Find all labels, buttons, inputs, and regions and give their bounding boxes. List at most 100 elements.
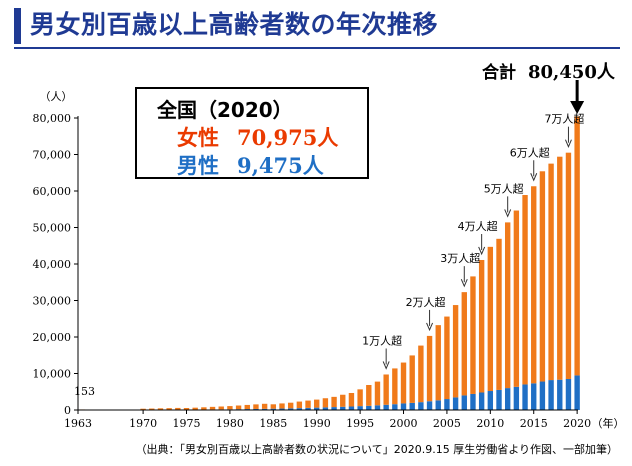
bar-male xyxy=(331,407,337,410)
bar-male xyxy=(253,408,259,410)
total-callout: 合計 80,450人 xyxy=(482,58,615,84)
bar-male xyxy=(305,407,311,410)
bar-male xyxy=(366,405,372,410)
bar-female xyxy=(201,407,207,410)
bar-male xyxy=(478,392,485,410)
bar-male xyxy=(322,407,329,410)
bar-female xyxy=(522,195,528,385)
bar-female xyxy=(400,362,407,404)
bar-female xyxy=(574,116,580,376)
bar-male xyxy=(400,403,407,410)
x-tick-label: 2015 xyxy=(520,417,548,430)
bar-male xyxy=(392,404,398,410)
title-accent-bar xyxy=(14,8,21,44)
bar-male xyxy=(470,393,476,410)
y-tick-label: 20,000 xyxy=(33,331,72,344)
bar-male xyxy=(548,380,554,410)
bar-female xyxy=(314,399,320,408)
annotation-label: 5万人超 xyxy=(484,181,524,195)
annotation-label: 1万人超 xyxy=(362,333,402,347)
bar-female xyxy=(270,404,277,409)
x-tick-label: 1995 xyxy=(346,417,374,430)
bar-female xyxy=(478,259,485,393)
bar-male xyxy=(565,378,572,410)
x-tick-label: 2010 xyxy=(476,417,504,430)
bar-female xyxy=(218,406,224,410)
x-tick-label: 1980 xyxy=(216,417,244,430)
bar-male xyxy=(348,406,355,410)
annotation-arrowhead xyxy=(564,139,572,148)
annotation-arrowhead xyxy=(530,173,538,182)
y-tick-label: 30,000 xyxy=(33,295,72,308)
bar-male xyxy=(314,407,320,410)
annotation-arrowhead xyxy=(504,209,512,218)
bar-male xyxy=(487,391,494,410)
y-tick-label: 70,000 xyxy=(33,149,72,162)
bar-female xyxy=(426,335,433,402)
bar-female xyxy=(331,396,337,408)
summary-heading: 全国（2020） xyxy=(157,98,293,122)
bar-male xyxy=(504,388,511,410)
bar-male xyxy=(261,408,268,410)
bar-male xyxy=(287,408,294,410)
bar-female xyxy=(340,394,346,407)
bar-female xyxy=(461,292,467,396)
bar-female xyxy=(305,400,311,408)
bar-female xyxy=(557,156,563,380)
annotation-label: 6万人超 xyxy=(510,145,550,159)
bar-female xyxy=(470,276,476,394)
bar-female xyxy=(149,408,155,410)
bar-male xyxy=(513,386,520,410)
x-tick-label: 1975 xyxy=(173,417,201,430)
female-summary: 女性 70,975人 xyxy=(177,122,338,152)
y-tick-label: 50,000 xyxy=(33,222,72,235)
bar-female xyxy=(418,345,424,403)
bar-male xyxy=(435,400,441,410)
total-value: 80,450人 xyxy=(528,62,615,83)
annotation-arrowhead xyxy=(382,361,390,370)
x-axis-unit: （年） xyxy=(592,416,625,430)
y-tick-label: 40,000 xyxy=(33,258,72,271)
bar-female xyxy=(548,163,554,381)
male-value: 9,475人 xyxy=(237,153,324,178)
annotation-label: 7万人超 xyxy=(544,112,584,126)
bar-female xyxy=(357,389,363,407)
bar-female xyxy=(565,152,572,379)
bar-female xyxy=(175,407,181,410)
x-tick-label: 1963 xyxy=(64,417,92,430)
bar-male xyxy=(374,405,381,410)
bar-male xyxy=(296,408,303,410)
bar-female xyxy=(383,374,389,405)
annotation-label: 4万人超 xyxy=(458,219,498,233)
bar-female xyxy=(192,407,198,410)
bar-female xyxy=(487,246,494,392)
bar-male xyxy=(496,389,502,410)
female-label: 女性 xyxy=(177,126,219,150)
bar-female xyxy=(504,222,511,389)
bar-female xyxy=(392,368,398,405)
bar-male xyxy=(383,404,389,410)
bar-male xyxy=(418,402,424,410)
bar-male xyxy=(357,406,363,410)
bar-female xyxy=(374,381,381,406)
bar-female xyxy=(322,398,329,408)
source-note: （出典：「男女別百歳以上高齢者数の状況について」2020.9.15 厚生労働省よ… xyxy=(135,443,618,456)
bar-female xyxy=(166,408,172,410)
bar-female xyxy=(227,406,233,410)
bar-male xyxy=(461,395,467,410)
y-axis-unit: （人） xyxy=(40,90,73,103)
annotation-arrowhead xyxy=(426,322,434,332)
y-tick-label: 60,000 xyxy=(33,185,72,198)
summary-box: 全国（2020） 女性 70,975人 男性 9,475人 xyxy=(135,87,369,179)
bar-female xyxy=(409,355,415,403)
bar-male xyxy=(531,383,537,410)
bar-female xyxy=(261,403,268,409)
bar-female xyxy=(452,305,459,398)
bar-female xyxy=(531,186,537,384)
bar-male xyxy=(340,406,346,410)
bar-male xyxy=(270,408,277,410)
annotation-arrowhead xyxy=(478,246,486,256)
bar-male xyxy=(426,401,433,410)
total-arrowhead xyxy=(570,101,585,114)
y-tick-label: 0 xyxy=(64,404,71,417)
